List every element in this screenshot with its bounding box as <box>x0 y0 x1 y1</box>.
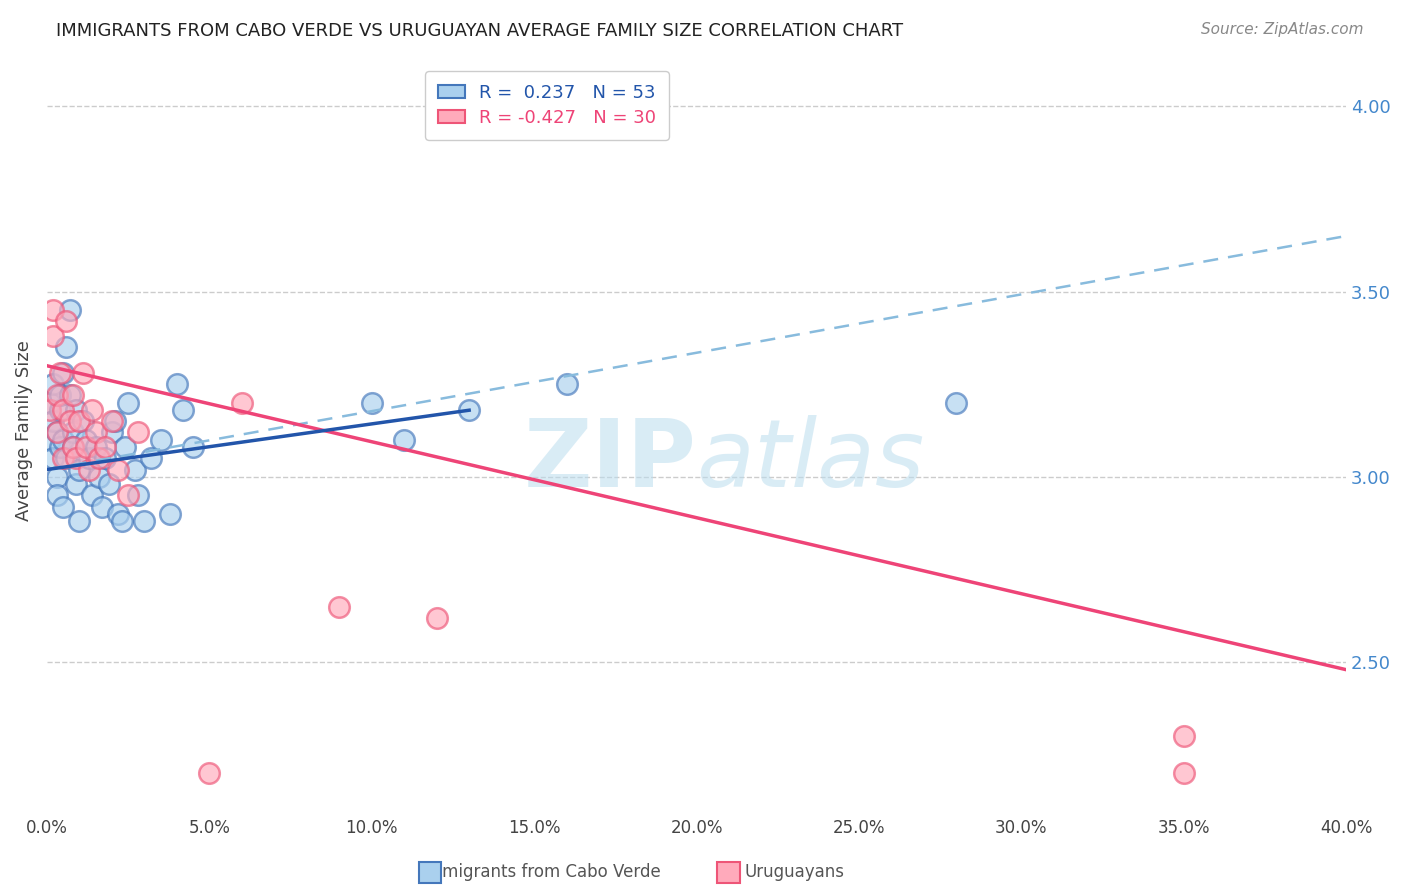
Legend: R =  0.237   N = 53, R = -0.427   N = 30: R = 0.237 N = 53, R = -0.427 N = 30 <box>425 71 669 140</box>
Point <box>139 451 162 466</box>
Point <box>59 303 82 318</box>
Point <box>110 515 132 529</box>
Point <box>65 451 87 466</box>
Point <box>166 377 188 392</box>
Point <box>426 611 449 625</box>
Point <box>49 440 72 454</box>
Point <box>55 314 77 328</box>
Text: Uruguayans: Uruguayans <box>744 863 845 881</box>
Point <box>65 403 87 417</box>
Point <box>84 425 107 440</box>
Point <box>1173 766 1195 780</box>
Point <box>328 599 350 614</box>
Point <box>94 440 117 454</box>
Point <box>59 388 82 402</box>
Point <box>49 403 72 417</box>
Point <box>62 425 84 440</box>
Point <box>159 507 181 521</box>
Point <box>149 433 172 447</box>
Point <box>1173 730 1195 744</box>
Text: IMMIGRANTS FROM CABO VERDE VS URUGUAYAN AVERAGE FAMILY SIZE CORRELATION CHART: IMMIGRANTS FROM CABO VERDE VS URUGUAYAN … <box>56 22 904 40</box>
Point <box>52 403 75 417</box>
Text: ZIP: ZIP <box>523 415 696 507</box>
Point <box>231 396 253 410</box>
Point <box>124 462 146 476</box>
Point <box>42 414 65 428</box>
Point <box>94 451 117 466</box>
Point <box>62 440 84 454</box>
Point <box>52 433 75 447</box>
Point <box>97 477 120 491</box>
Point <box>45 470 67 484</box>
Point <box>52 366 75 380</box>
Point <box>392 433 415 447</box>
Y-axis label: Average Family Size: Average Family Size <box>15 340 32 521</box>
Point <box>72 366 94 380</box>
Point <box>67 414 90 428</box>
Point <box>39 396 62 410</box>
Point <box>82 403 104 417</box>
Point <box>84 440 107 454</box>
Point <box>75 440 97 454</box>
Point <box>198 766 221 780</box>
Point <box>127 488 149 502</box>
Point <box>67 515 90 529</box>
Point <box>945 396 967 410</box>
Point <box>72 414 94 428</box>
Point <box>45 425 67 440</box>
Point <box>360 396 382 410</box>
Point <box>55 451 77 466</box>
Point <box>117 488 139 502</box>
Point <box>62 388 84 402</box>
Point <box>134 515 156 529</box>
Point <box>87 470 110 484</box>
Point <box>65 477 87 491</box>
Point <box>75 433 97 447</box>
Point <box>114 440 136 454</box>
Point <box>127 425 149 440</box>
Text: atlas: atlas <box>696 416 925 507</box>
Point <box>49 388 72 402</box>
Point <box>52 451 75 466</box>
Point <box>555 377 578 392</box>
Point <box>77 462 100 476</box>
Point <box>39 433 62 447</box>
Point <box>107 462 129 476</box>
Point <box>45 388 67 402</box>
Point <box>181 440 204 454</box>
Text: Source: ZipAtlas.com: Source: ZipAtlas.com <box>1201 22 1364 37</box>
Point <box>52 500 75 514</box>
Point <box>45 425 67 440</box>
Point <box>42 329 65 343</box>
Point <box>39 403 62 417</box>
Point <box>91 500 114 514</box>
Point <box>77 451 100 466</box>
Point <box>55 340 77 354</box>
Point <box>45 488 67 502</box>
Point <box>59 414 82 428</box>
Point <box>107 507 129 521</box>
Point <box>67 462 90 476</box>
Point <box>458 403 481 417</box>
Point <box>62 440 84 454</box>
Text: Immigrants from Cabo Verde: Immigrants from Cabo Verde <box>422 863 661 881</box>
Point <box>172 403 194 417</box>
Point <box>82 488 104 502</box>
Point <box>87 451 110 466</box>
Point <box>42 451 65 466</box>
Point <box>42 303 65 318</box>
Point <box>101 425 124 440</box>
Point <box>49 366 72 380</box>
Point <box>101 414 124 428</box>
Point <box>117 396 139 410</box>
Point <box>104 414 127 428</box>
Point <box>42 377 65 392</box>
